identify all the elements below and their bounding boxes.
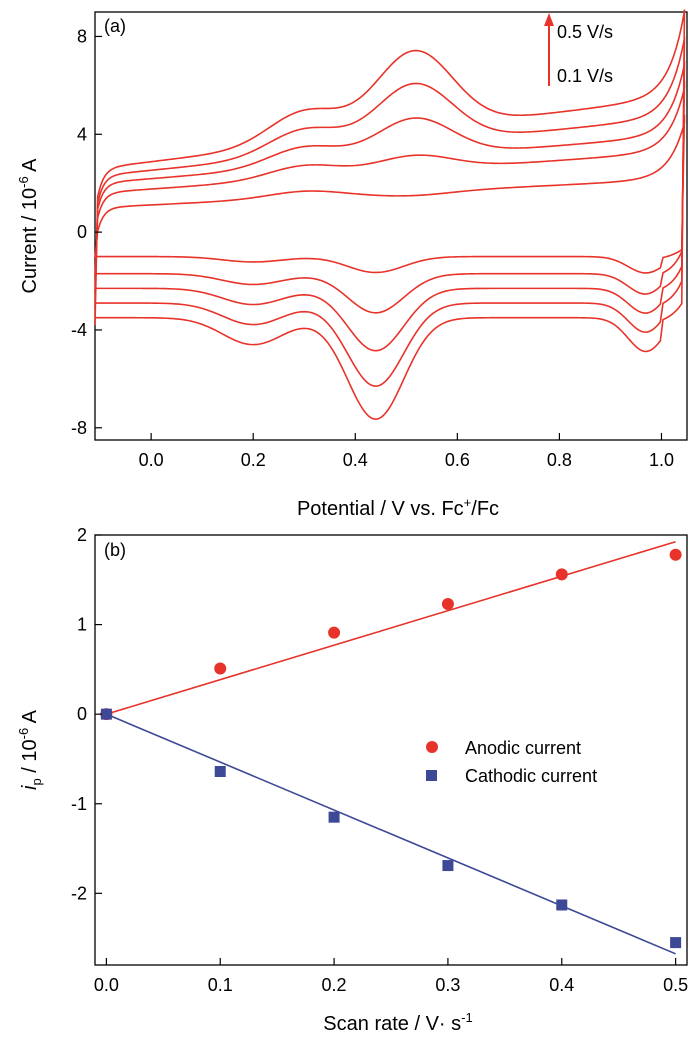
cv-y-tick-label: 0	[77, 222, 87, 242]
cv-plot-frame	[94, 11, 688, 441]
cv-x-tick-label: 0.8	[547, 450, 572, 470]
cv-x-tick-label: 0.6	[445, 450, 470, 470]
cv-curve	[94, 80, 686, 314]
fit-line	[106, 540, 676, 715]
peak-current-panel: 0.0 0.1 0.2 0.3 0.4 0.5 -2 -1 0 1 2 (b) Anodic cu…	[16, 525, 688, 1035]
pc-x-ticks: 0.0 0.1 0.2 0.3 0.4 0.5	[94, 958, 688, 995]
pc-panel-label: (b)	[104, 540, 126, 560]
scan-rate-arrowhead	[544, 13, 554, 26]
pc-plot-frame	[94, 534, 688, 966]
cv-y-tick-label: 8	[77, 26, 87, 46]
pc-y-tick-label: -1	[71, 794, 87, 814]
fit-lines	[106, 540, 676, 955]
pc-y-axis-label: ip / 10-6 A	[16, 709, 44, 790]
cv-y-tick-label: -4	[71, 320, 87, 340]
legend: Anodic current Cathodic current	[426, 738, 597, 786]
cv-panel-label: (a)	[104, 16, 126, 36]
cv-panel: 0.0 0.2 0.4 0.6 0.8 1.0 -8 -4 0 4 8 (a) 0.5 V/s 0…	[16, 9, 688, 520]
cathodic-point	[100, 708, 112, 720]
pc-x-axis-label: Scan rate / V· s-1	[323, 1010, 472, 1035]
cv-y-axis-label: Current / 10-6 A	[16, 158, 41, 294]
annotation-bottom: 0.1 V/s	[557, 66, 613, 86]
cv-y-tick-label: 4	[77, 124, 87, 144]
anodic-point	[441, 597, 454, 610]
cv-y-ticks: -8 -4 0 4 8	[71, 26, 102, 438]
legend-label-cathodic: Cathodic current	[465, 766, 597, 786]
pc-y-tick-label: 0	[77, 704, 87, 724]
cv-curve	[94, 114, 686, 274]
cathodic-point	[670, 937, 682, 949]
cv-x-tick-label: 1.0	[649, 450, 674, 470]
cv-x-ticks: 0.0 0.2 0.4 0.6 0.8 1.0	[139, 433, 674, 470]
pc-x-tick-label: 0.4	[549, 975, 574, 995]
cv-curve	[94, 60, 686, 352]
pc-y-tick-label: 1	[77, 615, 87, 635]
cv-x-tick-label: 0.2	[241, 450, 266, 470]
pc-x-tick-label: 0.3	[435, 975, 460, 995]
cv-x-axis-label: Potential / V vs. Fc+/Fc	[297, 495, 499, 520]
cv-curve	[94, 36, 686, 387]
legend-marker-cathodic	[426, 770, 437, 781]
pc-y-ticks: -2 -1 0 1 2	[71, 525, 102, 903]
cathodic-point	[328, 811, 340, 823]
pc-y-tick-label: 2	[77, 525, 87, 545]
anodic-point	[214, 662, 227, 675]
cv-x-tick-label: 0.4	[343, 450, 368, 470]
fit-line	[106, 713, 676, 955]
cv-curves	[94, 9, 686, 420]
cv-x-tick-label: 0.0	[139, 450, 164, 470]
legend-label-anodic: Anodic current	[465, 738, 581, 758]
annotation-top: 0.5 V/s	[557, 22, 613, 42]
cathodic-point	[442, 860, 454, 872]
cv-y-tick-label: -8	[71, 418, 87, 438]
anodic-point	[669, 548, 682, 561]
cv-curve	[94, 9, 686, 420]
anodic-point	[555, 568, 568, 581]
cathodic-point	[556, 899, 568, 911]
legend-marker-anodic	[426, 741, 438, 753]
pc-x-tick-label: 0.1	[208, 975, 233, 995]
cathodic-point	[214, 766, 226, 777]
anodic-point	[328, 626, 341, 639]
pc-x-tick-label: 0.5	[663, 975, 688, 995]
pc-x-tick-label: 0.0	[94, 975, 119, 995]
data-points	[100, 548, 682, 949]
pc-y-tick-label: -2	[71, 883, 87, 903]
pc-x-tick-label: 0.2	[322, 975, 347, 995]
